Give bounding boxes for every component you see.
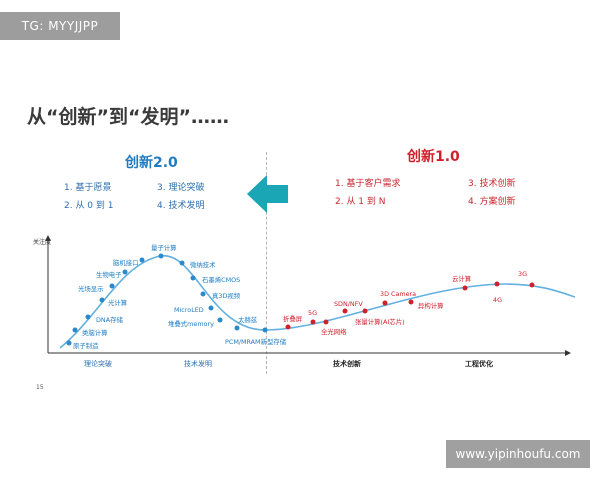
curve-point [72,327,78,333]
curve-point [66,340,72,346]
curve-point [208,305,214,311]
point-label: 石墨烯CMOS [202,275,240,284]
watermark-top-left: TG: MYYJJPP [0,12,120,40]
curve-point [234,325,240,331]
point-label: 光计算 [108,298,128,307]
curve-point [200,291,206,297]
point-label: 4G [493,296,502,304]
point-label: 异构计算 [418,301,444,310]
left-list-item: 1. 基于愿景 [64,183,112,193]
right-list-item: 3. 技术创新 [468,179,516,189]
point-label: 生物电子 [96,270,122,279]
curve-point [529,282,535,288]
curve-point [462,285,468,291]
curve-point [122,269,128,275]
point-label: PCM/MRAM新型存储 [225,337,287,346]
page-number: 15 [36,384,44,391]
curve-point [262,327,268,333]
x-axis-label: 理论突破 [84,359,112,368]
point-label: 脑机接口 [113,258,139,267]
right-list-item: 2. 从 1 到 N [335,197,386,207]
left-arrow-icon [247,174,291,214]
point-label: 原子制造 [73,341,99,350]
curve-point [85,314,91,320]
point-label: SDN/NFV [334,300,363,308]
left-list-item: 4. 技术发明 [157,201,205,211]
curve-point [382,300,388,306]
point-label: 量子计算 [151,243,177,252]
point-label: 折叠屏 [283,314,303,323]
innovation-1-title: 创新1.0 [407,149,460,165]
y-axis-label: 关注度 [33,238,51,246]
point-label: 5G [308,309,317,317]
x-axis-label: 技术创新 [333,359,361,368]
point-label: 全光网络 [321,327,347,336]
phase-divider [266,152,267,374]
curve-point [217,317,223,323]
left-list-item: 2. 从 0 到 1 [64,201,114,211]
point-label: 真3D视频 [212,291,241,300]
point-label: DNA存储 [96,315,123,324]
point-label: 光场显示 [78,284,104,293]
right-list-item: 1. 基于客户需求 [335,179,401,189]
point-label: 太赫兹 [238,315,258,324]
curve-point [99,297,105,303]
curve-point [179,260,185,266]
point-label: MicroLED [174,306,204,314]
point-label: 3G [518,270,527,278]
x-axis-label: 工程优化 [465,359,493,368]
slide-title: 从“创新”到“发明”…… [27,106,229,128]
watermark-bottom-right: www.yipinhoufu.com [446,440,590,468]
curve-point [342,308,348,314]
point-label: 微纳技术 [190,260,216,269]
curve-point [109,283,115,289]
curve-point [408,299,414,305]
curve-point [158,253,164,259]
point-label: 云计算 [452,274,472,283]
point-label: 类脑计算 [82,328,108,337]
curve-point [310,319,316,325]
curve-point [362,308,368,314]
curve-point [323,319,329,325]
x-axis-label: 技术发明 [184,359,212,368]
curve-point [285,324,291,330]
right-list-item: 4. 方案创新 [468,197,516,207]
curve-point [190,275,196,281]
curve-point [139,257,145,263]
left-list-item: 3. 理论突破 [157,183,205,193]
innovation-2-title: 创新2.0 [125,155,178,171]
point-label: 张量计算(AI芯片) [355,317,405,326]
point-label: 3D Camera [380,290,416,298]
curve-point [494,281,500,287]
point-label: 堆叠式memory [168,319,214,328]
